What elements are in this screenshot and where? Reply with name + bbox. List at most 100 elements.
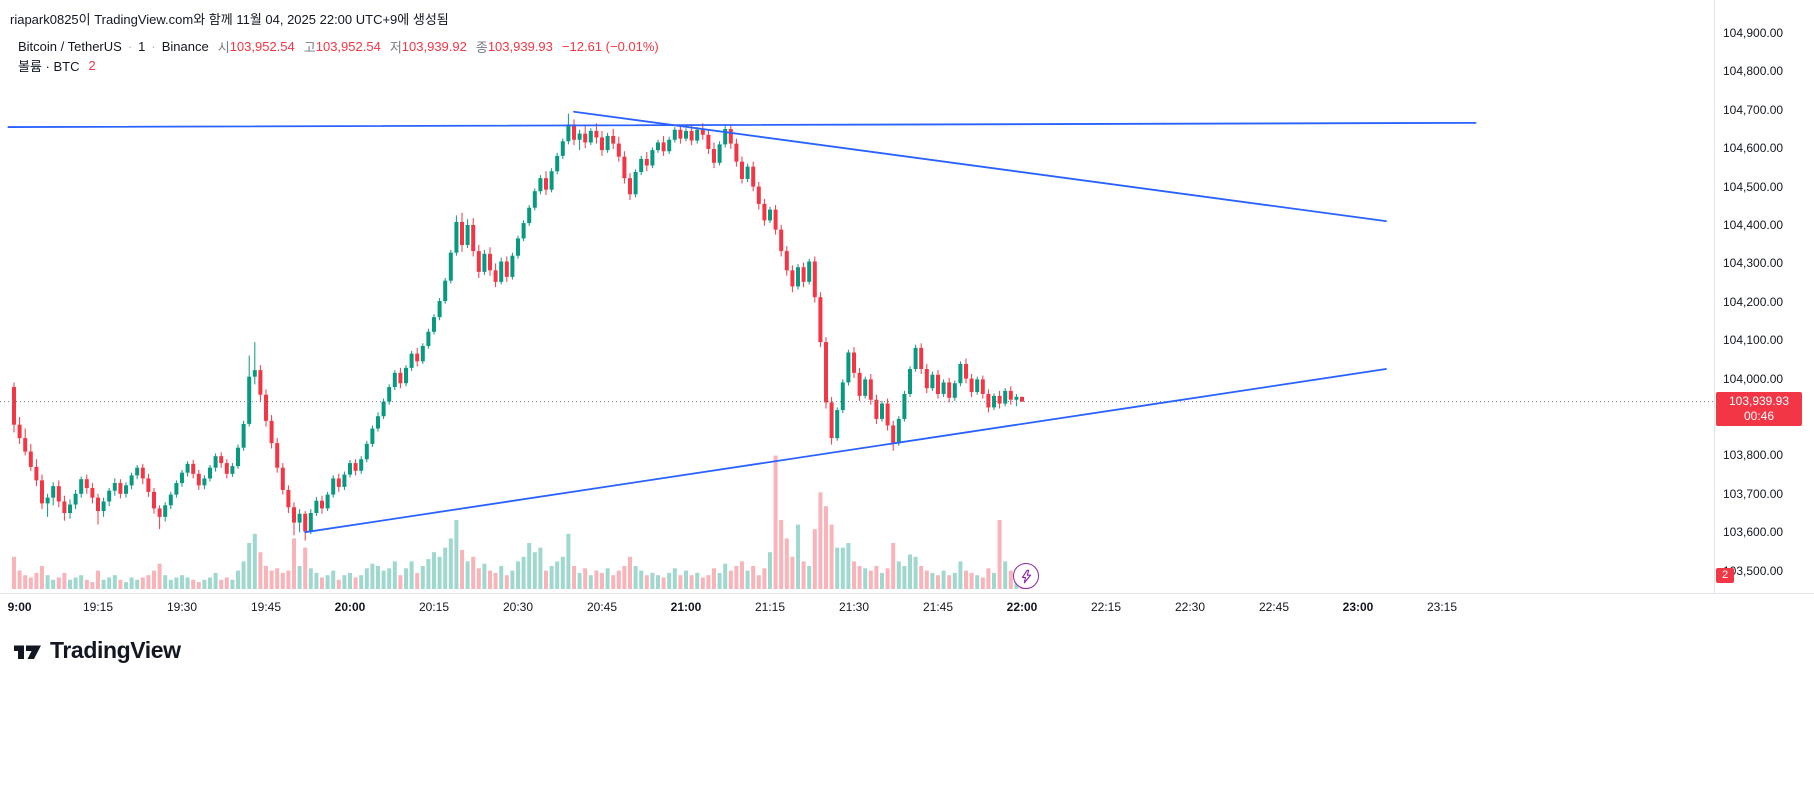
volume-bar	[118, 579, 123, 589]
volume-bar	[79, 575, 84, 589]
candle-body	[555, 155, 560, 172]
candle-body	[62, 501, 67, 513]
volume-bar	[801, 561, 806, 589]
time-tick-label: 21:45	[922, 600, 954, 614]
price-tick-label: 104,900.00	[1723, 26, 1784, 40]
candle-body	[644, 158, 649, 166]
time-tick-label: 21:30	[838, 600, 870, 614]
time-tick-label: 21:15	[754, 600, 786, 614]
candle-body	[247, 376, 252, 424]
candle-body	[684, 130, 688, 139]
price-axis[interactable]: 103,939.93 00:46 2 104,900.00 104,800.00 1…	[1714, 0, 1814, 593]
lightning-button[interactable]	[1013, 563, 1039, 589]
candle-body	[952, 383, 957, 398]
volume-bar	[930, 572, 935, 589]
symbol-name[interactable]: Bitcoin / TetherUS	[18, 39, 122, 54]
candle-body	[801, 267, 806, 282]
candle-body	[269, 420, 274, 444]
tradingview-logo-icon[interactable]	[14, 642, 42, 660]
legend-separator: ·	[151, 39, 156, 54]
volume-bar	[829, 524, 834, 589]
time-axis[interactable]: 9:00 19:15 19:30 19:45 20:00 20:15 20:30 20:45 2…	[0, 593, 1814, 619]
price-tick-label: 104,800.00	[1723, 64, 1784, 79]
candle-body	[689, 130, 694, 141]
candle-body	[224, 463, 229, 474]
volume-bar	[314, 572, 319, 589]
volume-bar	[516, 561, 520, 589]
candle-body	[913, 347, 918, 369]
candle-body	[874, 399, 879, 419]
candle-body	[538, 178, 543, 192]
volume-bar	[264, 566, 268, 589]
trendline[interactable]	[304, 368, 1387, 534]
volume-bar	[661, 577, 666, 589]
candle-body	[510, 255, 515, 277]
volume-bar	[381, 570, 386, 589]
candle-body	[650, 150, 655, 166]
volume-bar	[863, 568, 868, 589]
candles-pane	[12, 113, 1024, 541]
candle-body	[908, 369, 912, 394]
volume-bar	[728, 570, 733, 589]
time-tick-label: 20:15	[418, 600, 450, 614]
candle-body	[824, 342, 828, 403]
candle-body	[325, 494, 330, 509]
volume-bar	[622, 566, 627, 589]
candle-body	[504, 261, 509, 277]
candle-body	[68, 504, 72, 513]
tradingview-wordmark[interactable]: TradingView	[50, 637, 181, 663]
candle-body	[213, 456, 218, 468]
candle-body	[745, 166, 750, 179]
close-label: 종	[475, 40, 488, 55]
volume-bar	[336, 579, 341, 589]
volume-bar	[824, 506, 828, 589]
volume-bar	[740, 561, 744, 589]
volume-bar	[560, 556, 565, 589]
candle-body	[208, 467, 212, 479]
volume-bar	[902, 566, 907, 589]
volume-bar	[628, 556, 632, 589]
volume-indicator-label[interactable]: 볼륨 · BTC	[18, 59, 80, 74]
volume-bar	[544, 570, 548, 589]
trendline[interactable]	[573, 110, 1387, 223]
candle-body	[1020, 396, 1024, 402]
candle-body	[28, 451, 33, 467]
chart-legend: Bitcoin / TetherUS · 1 · Binance 시 103,95…	[18, 37, 659, 75]
volume-bar	[913, 556, 918, 589]
candle-body	[756, 186, 761, 204]
volume-bar	[493, 572, 498, 589]
volume-bar	[124, 582, 128, 589]
candle-body	[919, 347, 924, 369]
candle-body	[308, 513, 313, 532]
candle-body	[40, 480, 44, 504]
volume-bar	[499, 566, 504, 589]
legend-separator: ·	[127, 39, 133, 54]
candle-body	[157, 508, 162, 517]
volume-bar	[56, 577, 61, 589]
volume-bar	[482, 563, 487, 589]
time-tick-label: 22:30	[1174, 600, 1206, 614]
price-tick-label: 103,800.00	[1723, 448, 1784, 463]
candle-body	[381, 401, 386, 417]
interval-value[interactable]: 1	[138, 39, 146, 54]
candle-body	[566, 124, 571, 142]
candle-body	[420, 345, 425, 362]
candle-body	[656, 142, 660, 151]
candle-body	[936, 374, 940, 394]
candle-body	[880, 403, 884, 419]
candle-body	[135, 467, 140, 476]
candle-body	[342, 474, 347, 487]
exchange-name[interactable]: Binance	[161, 39, 209, 54]
candle-body	[258, 370, 263, 395]
chart-canvas[interactable]	[0, 0, 1714, 593]
time-tick-label: 22:45	[1258, 600, 1290, 614]
candle-body	[96, 497, 100, 512]
candle-body	[488, 253, 492, 271]
volume-bar	[163, 575, 168, 589]
volume-bar	[275, 568, 280, 589]
candle-body	[202, 478, 207, 486]
candle-body	[740, 161, 744, 179]
trendline[interactable]	[7, 121, 1477, 128]
change-value: −12.61 (−0.01%)	[561, 39, 659, 54]
volume-bar	[129, 577, 134, 589]
